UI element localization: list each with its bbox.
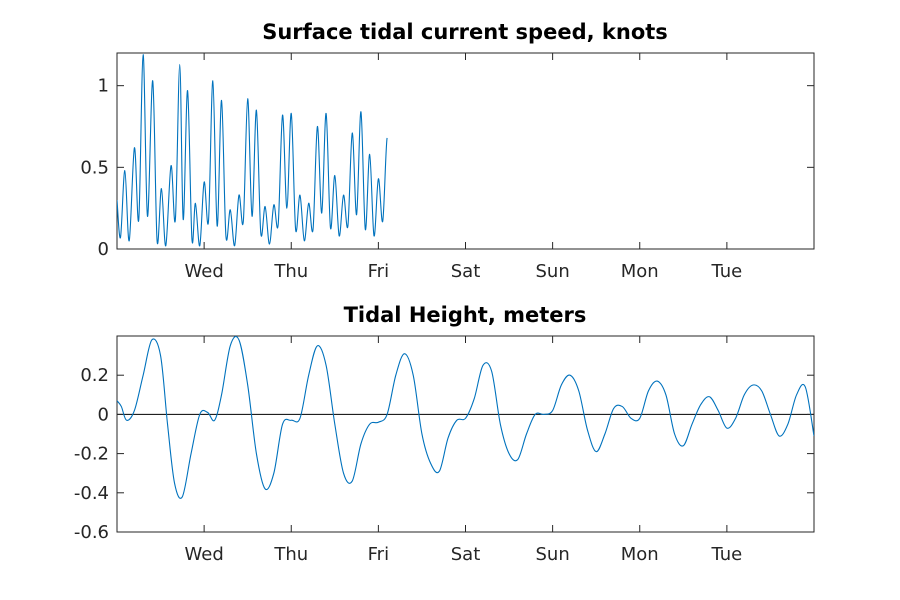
x-tick-label: Fri <box>368 261 389 282</box>
y-tick-label: 0.5 <box>80 157 109 178</box>
x-tick-label: Fri <box>368 544 389 565</box>
series-line <box>117 336 814 499</box>
x-tick-label: Mon <box>621 544 659 565</box>
x-tick-labels: Wed Thu Fri Sat Sun Mon Tue <box>185 261 743 282</box>
y-tick-label: 0.2 <box>80 365 109 386</box>
y-tick-labels: -0.6 -0.4 -0.2 0 0.2 <box>74 365 109 543</box>
current-speed-chart: Surface tidal current speed, knots 00.51… <box>80 20 815 282</box>
chart-title: Tidal Height, meters <box>344 303 587 327</box>
y-tick-labels: 00.51 <box>80 76 109 260</box>
x-tick-label: Tue <box>711 544 743 565</box>
y-tick-label: -0.6 <box>74 522 109 543</box>
x-tick-labels: Wed Thu Fri Sat Sun Mon Tue <box>185 544 743 565</box>
tidal-height-chart: Tidal Height, meters -0.6 -0.4 -0.2 0 0.2 We… <box>74 303 815 565</box>
y-tick-label: -0.2 <box>74 444 109 465</box>
x-tick-label: Wed <box>185 261 224 282</box>
chart-title: Surface tidal current speed, knots <box>262 20 668 44</box>
x-tick-label: Sun <box>536 544 570 565</box>
x-tick-label: Mon <box>621 261 659 282</box>
x-tick-label: Sun <box>536 261 570 282</box>
x-tick-label: Thu <box>273 544 308 565</box>
ticks <box>117 53 814 250</box>
x-tick-label: Wed <box>185 544 224 565</box>
plot-area <box>116 52 815 250</box>
y-tick-label: 1 <box>98 76 109 97</box>
y-tick-label: 0 <box>98 404 109 425</box>
plot-area <box>116 335 815 533</box>
x-tick-label: Sat <box>451 544 481 565</box>
y-tick-label: -0.4 <box>74 483 109 504</box>
x-tick-label: Sat <box>451 261 481 282</box>
x-tick-label: Thu <box>273 261 308 282</box>
y-tick-label: 0 <box>98 239 109 260</box>
x-tick-label: Tue <box>711 261 743 282</box>
ticks <box>117 336 814 533</box>
series-line <box>117 54 388 247</box>
